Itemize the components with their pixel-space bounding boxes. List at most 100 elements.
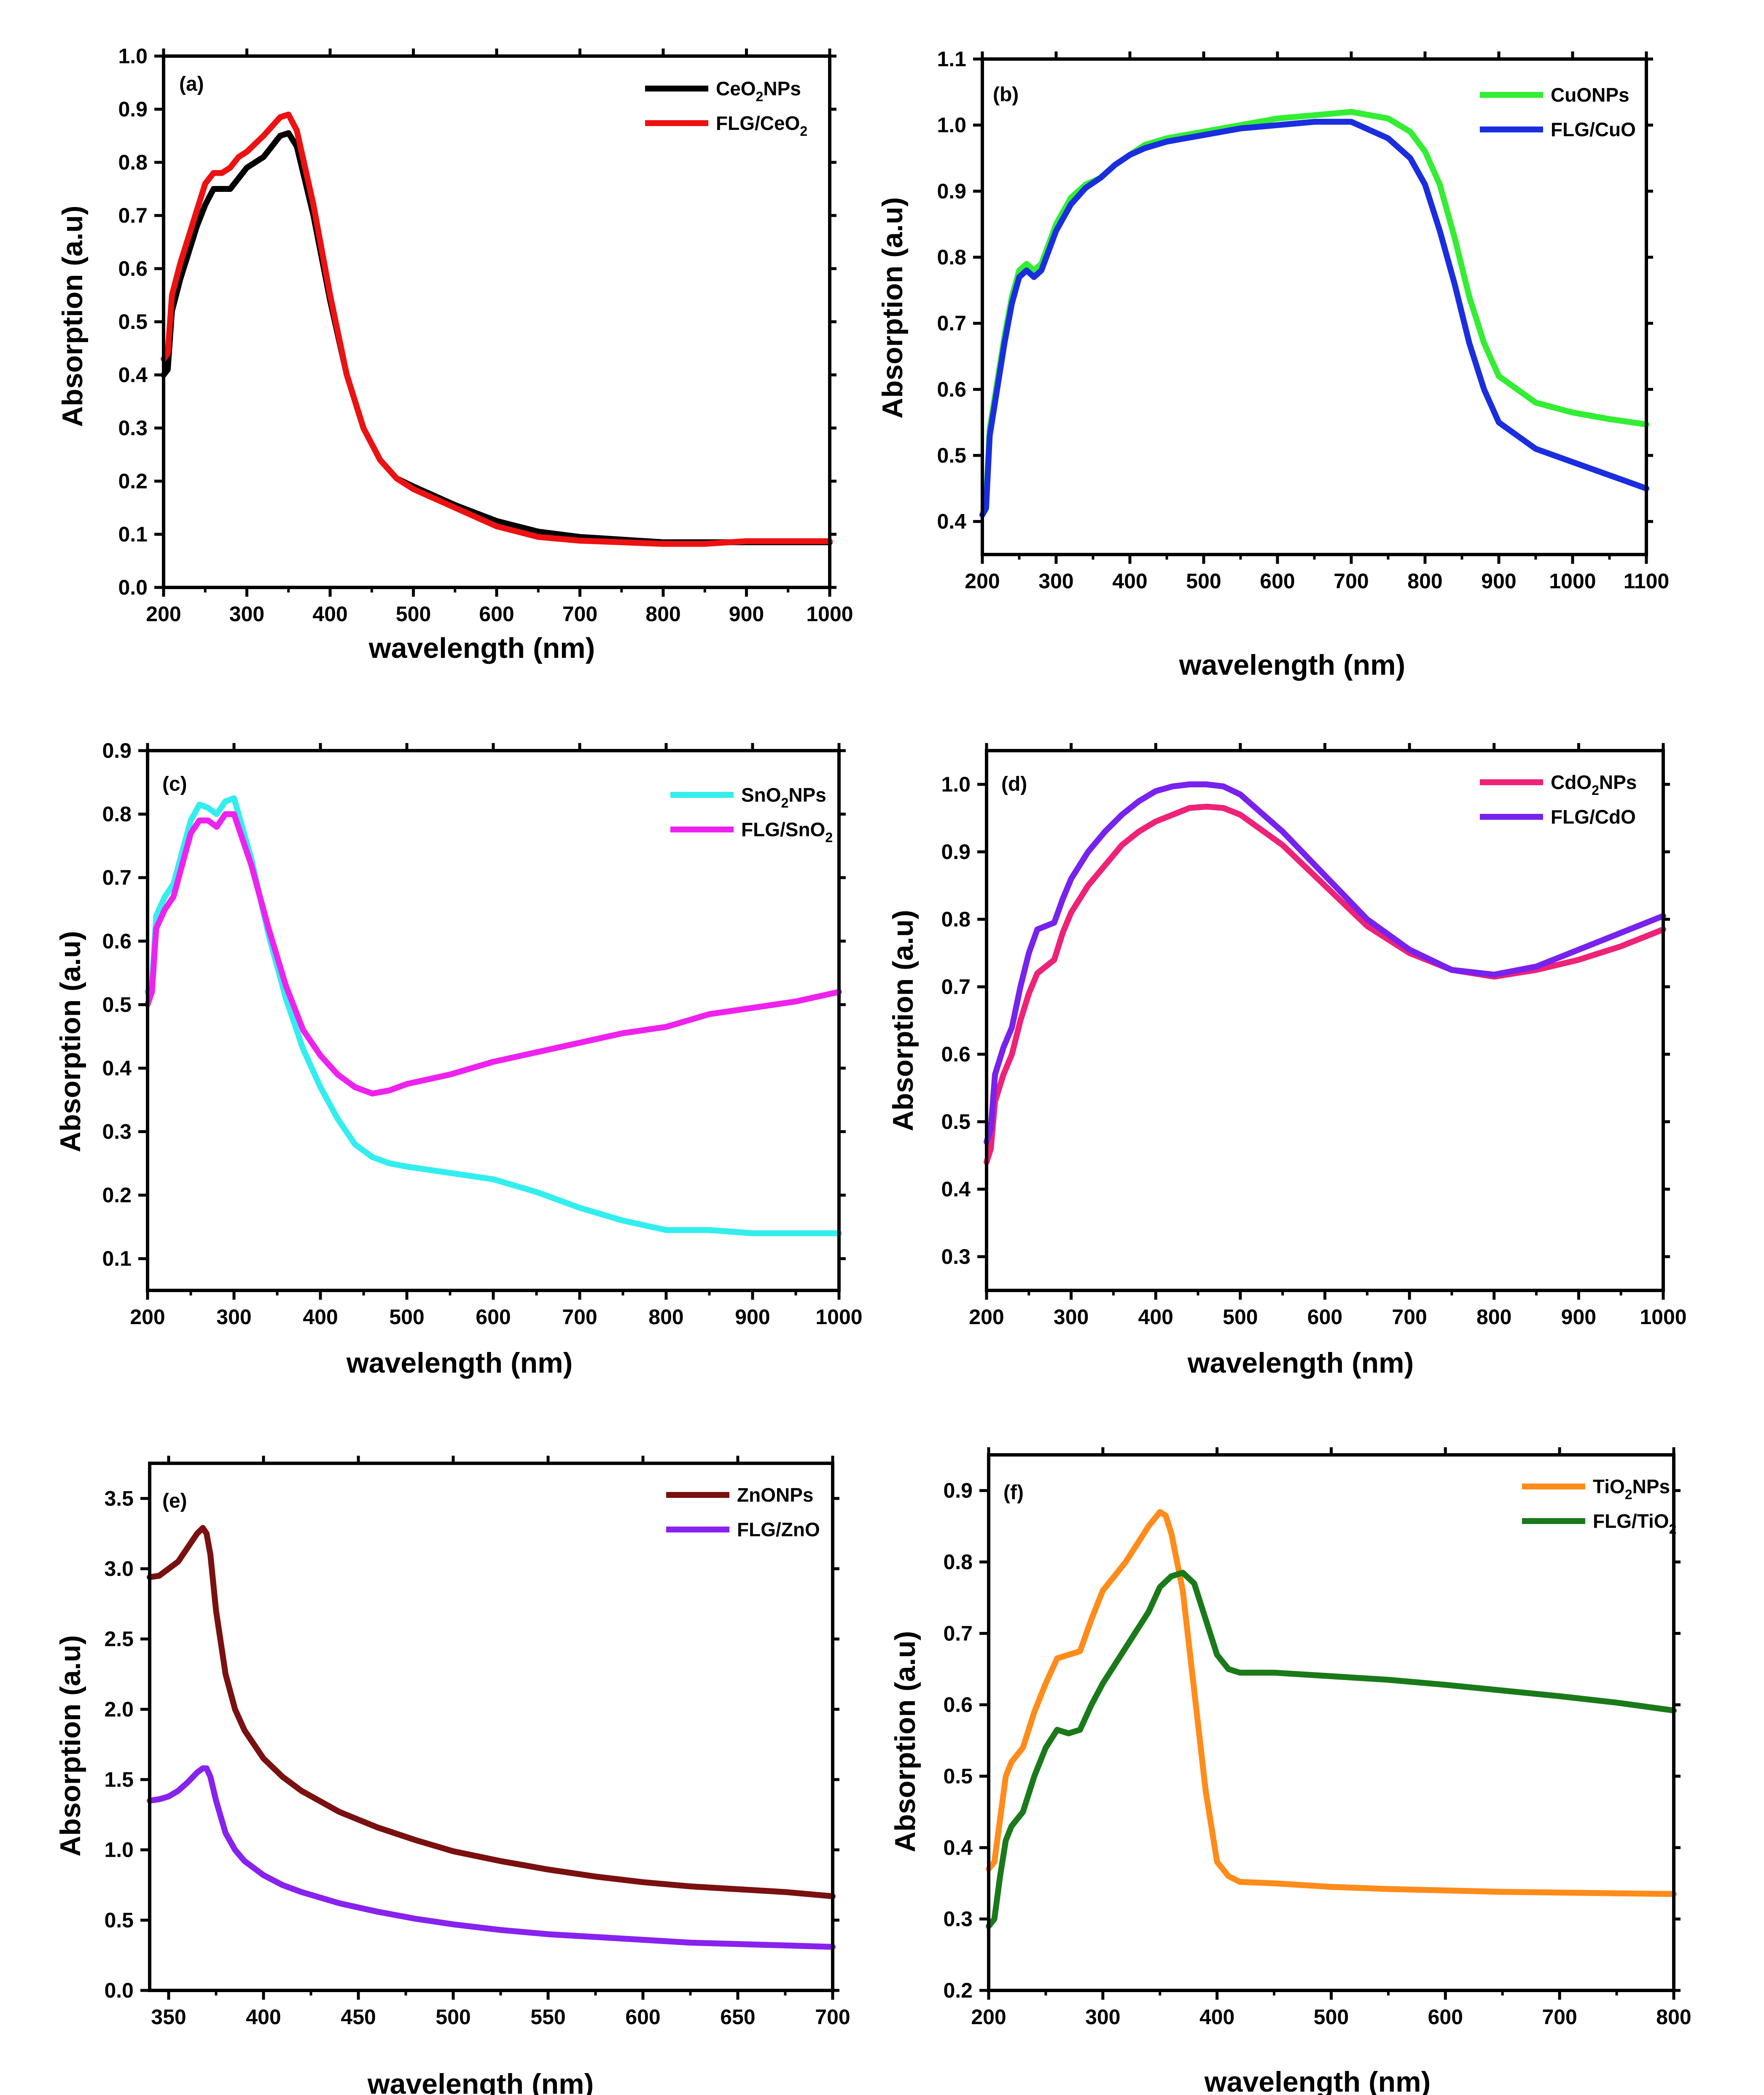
y-tick-label: 0.4 [943, 1836, 973, 1859]
y-tick-label: 0.7 [118, 204, 148, 227]
x-tick-label: 600 [1428, 2005, 1463, 2029]
y-tick-label: 1.0 [941, 773, 971, 796]
legend-label: ZnONPs [737, 1484, 813, 1506]
x-tick-label: 500 [389, 1305, 424, 1329]
x-tick-label: 1100 [1624, 569, 1669, 593]
y-tick-label: 0.0 [118, 576, 148, 599]
y-tick-label: 0.8 [118, 151, 148, 174]
x-tick-label: 300 [1038, 569, 1073, 593]
x-tick-label: 450 [341, 2005, 376, 2029]
y-tick-label: 2.0 [104, 1697, 134, 1721]
x-tick-label: 900 [729, 602, 764, 626]
x-axis-title: wavelength (nm) [1179, 649, 1406, 681]
legend-label: FLG/ZnO [737, 1519, 820, 1540]
x-tick-label: 500 [1186, 569, 1221, 593]
legend-label: FLG/CuO [1551, 118, 1636, 140]
series-line-2 [147, 1765, 836, 1950]
y-axis-title: Absorption (a.u) [889, 1631, 921, 1852]
x-tick-label: 600 [476, 1305, 511, 1329]
y-axis-title: Absorption (a.u) [54, 1635, 86, 1856]
chart-panel-e: (e) wavelength (nm) Absorption (a.u) 350… [54, 1456, 850, 2095]
y-tick-label: 1.0 [104, 1838, 134, 1862]
panel-label: (e) [162, 1490, 187, 1512]
x-tick-label: 300 [1085, 2005, 1120, 2029]
panel-label: (b) [993, 83, 1019, 106]
x-tick-label: 800 [1407, 569, 1442, 593]
plot-frame [987, 1453, 1675, 1992]
y-axis-title: Absorption (a.u) [877, 197, 909, 418]
y-tick-label: 3.0 [104, 1557, 134, 1581]
y-tick-label: 0.1 [102, 1247, 132, 1271]
y-tick-label: 0.2 [943, 1979, 973, 2002]
chart-panel-f: (f) wavelength (nm) Absorption (a.u) 200… [889, 1447, 1691, 2095]
x-tick-label: 700 [562, 1305, 597, 1329]
x-tick-label: 200 [130, 1305, 165, 1329]
series-line-2 [161, 111, 833, 547]
y-tick-label: 0.1 [118, 522, 148, 546]
x-tick-label: 700 [1542, 2005, 1577, 2029]
y-tick-label: 0.7 [937, 312, 966, 335]
y-tick-label: 0.3 [943, 1907, 973, 1931]
x-tick-label: 600 [1307, 1305, 1342, 1329]
y-tick-label: 0.7 [943, 1621, 973, 1645]
x-tick-label: 550 [530, 2005, 565, 2029]
legend-label: TiO2NPs [1593, 1476, 1670, 1502]
x-tick-label: 800 [648, 1305, 683, 1329]
y-tick-label: 0.4 [937, 510, 966, 533]
x-tick-label: 500 [436, 2005, 471, 2029]
x-tick-label: 400 [303, 1305, 338, 1329]
x-tick-label: 1000 [1640, 1305, 1686, 1329]
x-tick-label: 400 [312, 602, 347, 626]
y-tick-label: 0.5 [104, 1908, 134, 1932]
x-tick-label: 200 [969, 1305, 1004, 1329]
y-tick-label: 0.8 [943, 1550, 973, 1574]
y-tick-label: 1.5 [104, 1768, 134, 1791]
series-line-2 [145, 811, 842, 1097]
y-tick-label: 0.4 [118, 363, 148, 387]
series-line-1 [984, 803, 1666, 1165]
y-tick-label: 0.2 [118, 469, 148, 493]
series-line-1 [986, 1509, 1677, 1897]
y-axis-title: Absorption (a.u) [56, 205, 89, 427]
legend-label: CdO2NPs [1551, 771, 1637, 798]
x-tick-label: 500 [1223, 1305, 1258, 1329]
y-tick-label: 1.0 [118, 44, 148, 68]
y-tick-label: 0.0 [104, 1979, 134, 2002]
x-tick-label: 600 [1260, 569, 1295, 593]
y-tick-label: 0.9 [937, 179, 966, 203]
y-tick-label: 3.5 [104, 1486, 134, 1510]
y-tick-label: 0.7 [102, 866, 132, 889]
x-tick-label: 1000 [1549, 569, 1596, 593]
series-line-2 [986, 1570, 1677, 1929]
x-tick-label: 650 [720, 2005, 755, 2029]
x-tick-label: 700 [815, 2005, 850, 2029]
y-tick-label: 0.6 [118, 257, 148, 280]
y-tick-label: 0.3 [118, 416, 148, 440]
x-tick-label: 1000 [806, 602, 853, 626]
chart-panel-c: (c) wavelength (nm) Absorption (a.u) 200… [54, 739, 863, 1379]
y-tick-label: 0.5 [937, 444, 966, 467]
x-tick-label: 300 [1054, 1305, 1089, 1329]
panel-label: (d) [1001, 773, 1027, 795]
x-tick-label: 1000 [815, 1305, 862, 1329]
y-tick-label: 0.9 [941, 840, 971, 864]
panel-label: (a) [179, 73, 204, 95]
y-axis-title: Absorption (a.u) [887, 910, 919, 1131]
legend-label: FLG/SnO2 [741, 819, 833, 845]
y-tick-label: 0.5 [118, 310, 148, 334]
y-tick-label: 0.5 [102, 993, 132, 1016]
y-tick-label: 0.7 [941, 975, 971, 999]
chart-panel-a: (a) wavelength (nm) Absorption (a.u) 200… [56, 44, 853, 664]
x-tick-label: 700 [562, 602, 597, 626]
series-line-1 [147, 1525, 836, 1899]
y-tick-label: 0.8 [941, 907, 971, 931]
x-axis-title: wavelength (nm) [368, 632, 595, 664]
x-tick-label: 200 [971, 2005, 1006, 2029]
legend-label: CeO2NPs [716, 78, 801, 104]
panel-label: (f) [1003, 1481, 1024, 1504]
x-tick-label: 400 [246, 2005, 281, 2029]
y-tick-label: 0.3 [102, 1120, 132, 1144]
x-tick-label: 350 [151, 2005, 186, 2029]
y-tick-label: 2.5 [104, 1627, 134, 1651]
y-axis-title: Absorption (a.u) [54, 931, 86, 1152]
